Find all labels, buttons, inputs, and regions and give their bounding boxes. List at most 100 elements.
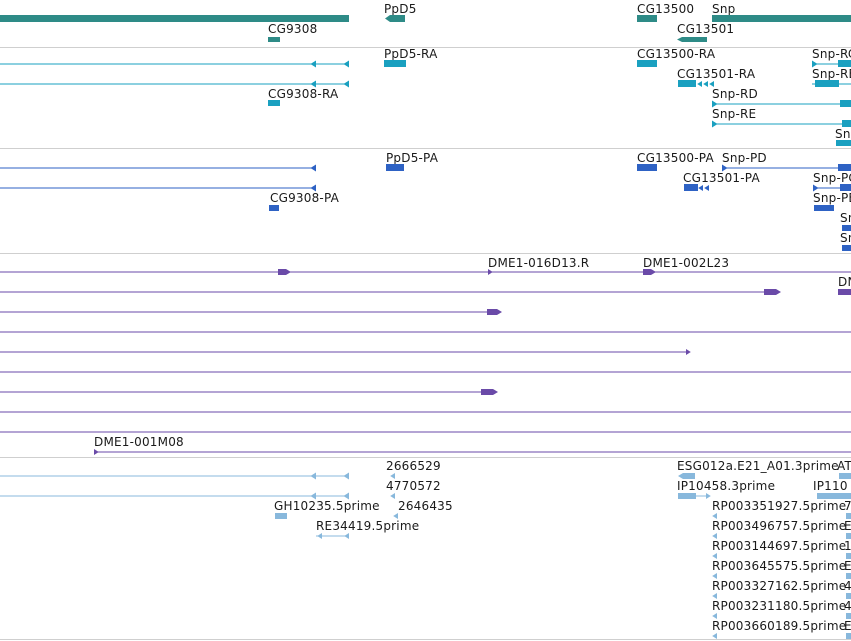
exon-cg13500-ra[interactable] [637,60,657,67]
strand-arrow[interactable] [813,184,819,192]
cds-cg13500-pa[interactable] [637,164,657,171]
feature-label-cg9308[interactable]: CG9308 [268,22,318,36]
feature-label-cg13500[interactable]: CG13500 [637,2,695,16]
exon-block[interactable] [814,205,834,211]
exon-block[interactable] [842,120,851,127]
feature-label-ppd5[interactable]: PpD5 [384,2,417,16]
feature-label-overflow[interactable]: 4 [844,579,851,593]
feature-label-overflow[interactable]: E [844,559,851,573]
est-ip10458[interactable] [678,493,696,499]
feature-label-cg9308-pa[interactable]: CG9308-PA [270,191,340,205]
exon-block[interactable] [846,593,851,599]
feature-label-snp-pc[interactable]: Snp-PC [813,171,851,185]
feature-label-ip110[interactable]: IP110 [813,479,848,493]
strand-arrow[interactable] [310,164,316,172]
exon-block[interactable] [842,225,851,231]
strand-arrow[interactable] [385,15,390,22]
exon-block[interactable] [817,493,851,499]
feature-label-rp003231180[interactable]: RP003231180.5prime [712,599,847,613]
feature-label-rp003327162[interactable]: RP003327162.5prime [712,579,847,593]
exon-block[interactable] [840,100,851,107]
strand-arrow[interactable] [310,60,316,68]
strand-arrow[interactable] [343,472,349,480]
exon-block[interactable] [390,15,405,22]
feature-label-snp-re[interactable]: Snp-RE [712,107,757,121]
strand-arrow[interactable] [497,309,502,315]
exon-ppd5-ra[interactable] [384,60,406,67]
feature-label-cg13501[interactable]: CG13501 [677,22,735,36]
exon-block[interactable] [481,389,493,395]
exon-block[interactable] [836,140,851,146]
exon-block[interactable] [839,473,851,479]
cds-cg9308-pa[interactable] [269,205,279,211]
feature-label-cg9308-ra[interactable]: CG9308-RA [268,87,339,101]
feature-label-dme1-016d13-r[interactable]: DME1-016D13.R [488,256,590,270]
feature-label-cg13500-ra[interactable]: CG13500-RA [637,47,716,61]
strand-arrow[interactable] [94,449,99,455]
feature-label-dme1-002l23[interactable]: DME1-002L23 [643,256,730,270]
strand-arrow[interactable] [677,37,682,42]
strand-arrow[interactable] [310,184,316,192]
strand-arrow[interactable] [698,185,703,191]
exon-block[interactable] [764,289,776,295]
strand-arrow[interactable] [712,593,717,599]
strand-arrow[interactable] [712,613,717,619]
strand-arrow[interactable] [709,81,714,87]
strand-arrow[interactable] [697,81,702,87]
feature-label-rp003351927[interactable]: RP003351927.5prime [712,499,847,513]
feature-label-dn[interactable]: DN [838,275,851,289]
feature-label-esg012a[interactable]: ESG012a.E21_A01.3prime [677,459,839,473]
strand-arrow[interactable] [712,513,717,519]
feature-label-ppd5-pa[interactable]: PpD5-PA [386,151,439,165]
exon-block[interactable] [838,289,851,295]
exon-block[interactable] [815,80,839,87]
exon-block[interactable] [838,164,851,171]
exon-block[interactable] [278,269,286,275]
exon-block[interactable] [846,633,851,639]
exon-block[interactable] [842,245,851,251]
strand-arrow[interactable] [317,533,322,539]
feature-label-snp-rb[interactable]: Snp-RB [812,67,851,81]
feature-label-cg13501-ra[interactable]: CG13501-RA [677,67,756,81]
strand-arrow[interactable] [344,533,349,539]
feature-label-overflow[interactable]: 7 [844,499,851,513]
strand-arrow[interactable] [493,389,498,395]
exon-block[interactable] [643,269,651,275]
feature-label-overflow[interactable]: E [844,619,851,633]
gene-span-cg9308-end[interactable] [268,37,280,42]
feature-label-ppd5-ra[interactable]: PpD5-RA [384,47,438,61]
feature-label-at[interactable]: AT [837,459,851,473]
strand-arrow[interactable] [310,492,316,500]
gene-span-cg9308[interactable] [0,15,349,22]
feature-label-snp-pd[interactable]: Snp-PD [722,151,767,165]
exon-block[interactable] [838,60,851,67]
feature-label-ip10458[interactable]: IP10458.3prime [677,479,776,493]
feature-label-rp003645575[interactable]: RP003645575.5prime [712,559,847,573]
feature-label-sn[interactable]: Sn [840,231,851,245]
exon-block[interactable] [846,613,851,619]
strand-arrow[interactable] [686,349,691,355]
strand-arrow[interactable] [712,120,718,128]
exon-cg13501-ra[interactable] [678,80,696,87]
feature-label-rp003660189[interactable]: RP003660189.5prime [712,619,847,633]
strand-arrow[interactable] [343,60,349,68]
feature-label-dme1-001m08[interactable]: DME1-001M08 [94,435,184,449]
exon-block[interactable] [846,573,851,579]
strand-arrow[interactable] [678,473,683,479]
cds-cg13501-pa[interactable] [684,184,698,191]
strand-arrow[interactable] [706,493,711,499]
strand-arrow[interactable] [712,553,717,559]
feature-label-cg13500-pa[interactable]: CG13500-PA [637,151,714,165]
exon-block[interactable] [682,37,707,42]
exon-block[interactable] [846,533,851,539]
feature-label-snp[interactable]: Snp [712,2,736,16]
strand-arrow[interactable] [712,100,718,108]
strand-arrow[interactable] [310,80,316,88]
strand-arrow[interactable] [812,60,818,68]
feature-label-snp[interactable]: Snp [835,127,851,141]
feature-label-snp-rc[interactable]: Snp-RC [812,47,851,61]
strand-arrow[interactable] [343,492,349,500]
strand-arrow[interactable] [393,513,398,519]
exon-block[interactable] [683,473,695,479]
gene-span-cg13500[interactable] [637,15,657,22]
